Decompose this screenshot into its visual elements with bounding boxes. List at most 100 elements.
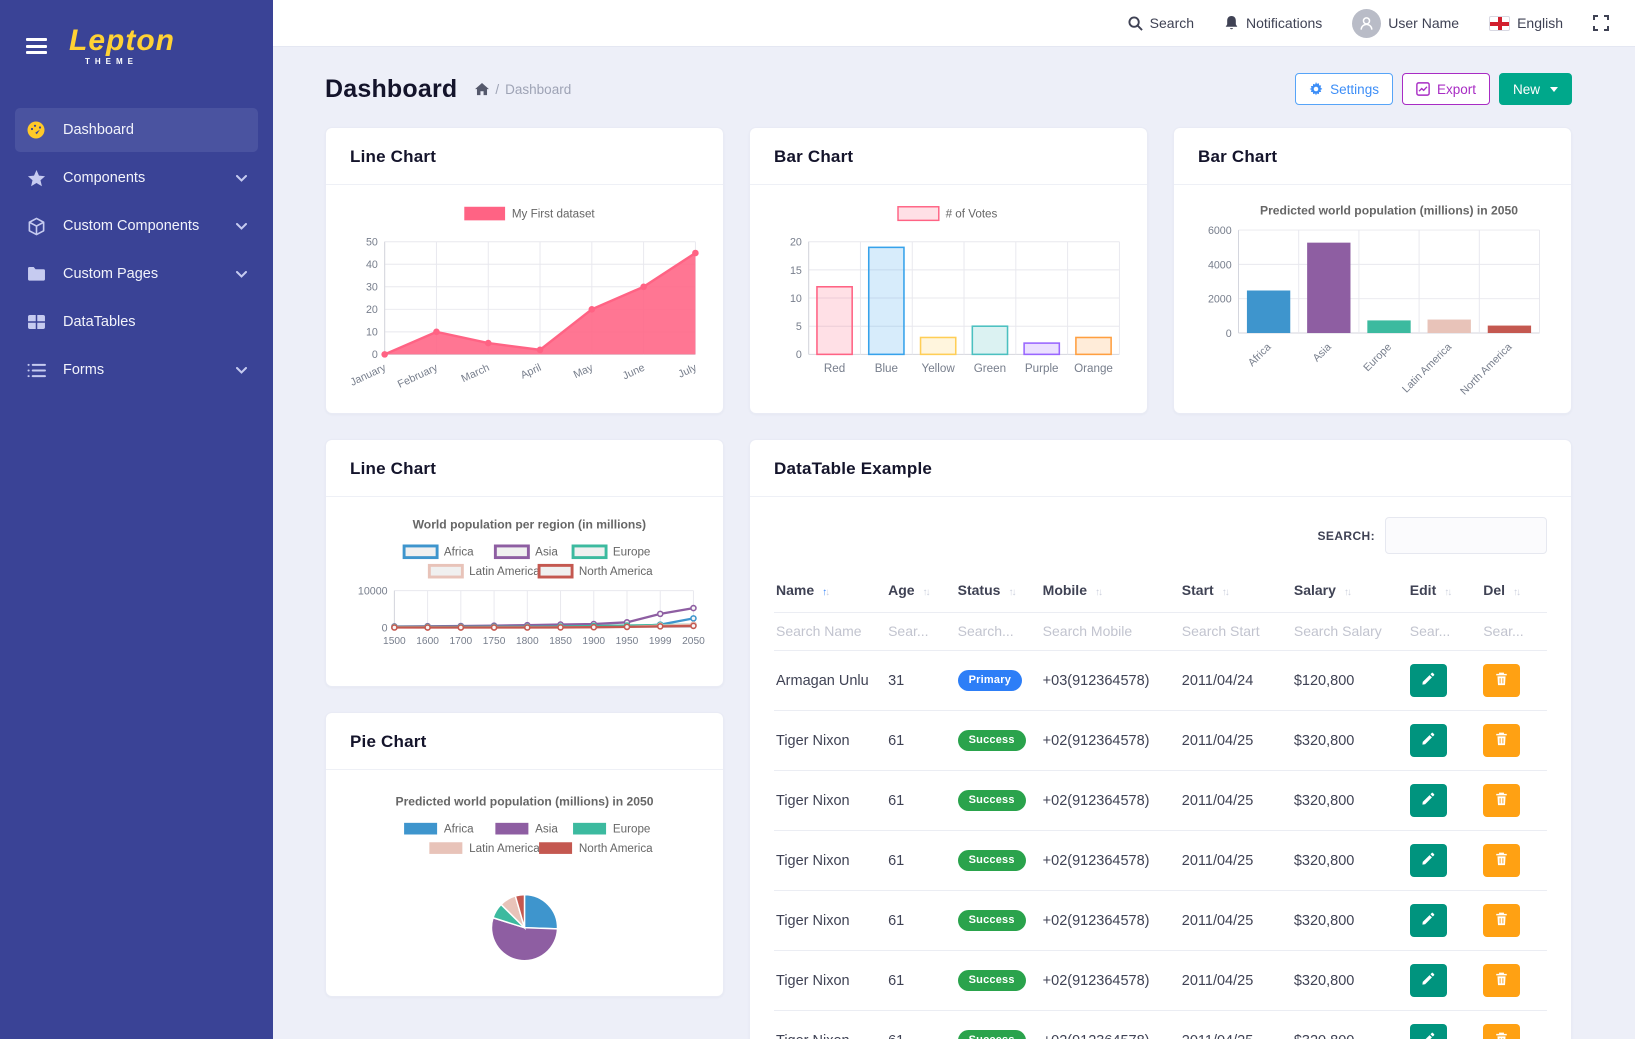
sort-icon: ↑↓	[1095, 587, 1103, 598]
svg-text:20: 20	[366, 304, 378, 316]
cell-salary: $320,800	[1291, 890, 1408, 951]
fullscreen-toggle[interactable]	[1593, 15, 1609, 31]
sort-icon: ↑↓	[1221, 587, 1230, 598]
line-chart-2-canvas[interactable]: World population per region (in millions…	[340, 511, 709, 678]
datatable-search-input[interactable]	[1385, 517, 1547, 554]
sidebar-item-custom-components[interactable]: Custom Components	[15, 204, 258, 248]
delete-button[interactable]	[1483, 1024, 1521, 1039]
topbar-search[interactable]: Search	[1128, 15, 1194, 31]
export-button[interactable]: Export	[1401, 73, 1490, 105]
column-header-salary[interactable]: Salary ↑↓	[1291, 570, 1408, 613]
column-header-del[interactable]: Del ↑↓	[1481, 570, 1547, 613]
settings-button[interactable]: Settings	[1295, 73, 1393, 105]
sidebar-item-components[interactable]: Components	[15, 156, 258, 200]
cell-salary: $320,800	[1291, 1010, 1408, 1039]
edit-button[interactable]	[1409, 1024, 1447, 1039]
line-chart-canvas[interactable]: My First dataset 0 10 20 30 40 50 January Februa…	[340, 199, 709, 411]
new-button[interactable]: New	[1498, 73, 1572, 105]
svg-text:May: May	[572, 361, 596, 381]
sidebar-item-dashboard[interactable]: Dashboard	[15, 108, 258, 152]
bar-chart-2-canvas[interactable]: Predicted world population (millions) in…	[1188, 199, 1557, 411]
topbar-notifications-label: Notifications	[1246, 15, 1323, 31]
edit-button[interactable]	[1409, 964, 1447, 997]
svg-text:2000: 2000	[1208, 294, 1232, 306]
topbar-language[interactable]: English	[1489, 15, 1563, 31]
status-badge: Success	[957, 730, 1026, 751]
svg-text:Latin America: Latin America	[1400, 341, 1454, 395]
svg-text:20: 20	[790, 237, 802, 249]
avatar	[1352, 8, 1382, 38]
bar-chart-canvas[interactable]: # of Votes 0 5 10 15 20 Red Blue Yellow Green Purp…	[764, 199, 1133, 411]
svg-text:2050: 2050	[682, 636, 705, 647]
filter-input-start[interactable]	[1181, 623, 1286, 639]
cell-mobile: +02(912364578)	[1040, 710, 1180, 771]
breadcrumb-separator: /	[495, 81, 500, 97]
chart-legend[interactable]: My First dataset	[464, 206, 595, 221]
svg-text:Asia: Asia	[535, 546, 558, 559]
sidebar-item-datatables[interactable]: DataTables	[15, 300, 258, 344]
pie-chart-card: Pie Chart Predicted world population (mi…	[325, 712, 724, 997]
column-header-name[interactable]: Name ↑↓	[774, 570, 887, 613]
filter-input-del[interactable]	[1483, 623, 1541, 639]
cell-start: 2011/04/24	[1179, 650, 1292, 711]
filter-input-salary[interactable]	[1293, 623, 1402, 639]
filter-input-name[interactable]	[776, 623, 881, 639]
svg-text:Green: Green	[974, 362, 1006, 375]
cell-salary: $320,800	[1291, 830, 1408, 891]
hamburger-menu-icon[interactable]	[26, 38, 47, 54]
sidebar-item-forms[interactable]: Forms	[15, 348, 258, 392]
topbar-notifications[interactable]: Notifications	[1224, 15, 1322, 31]
delete-button[interactable]	[1483, 784, 1521, 817]
edit-button[interactable]	[1409, 904, 1447, 937]
svg-text:10: 10	[366, 327, 378, 339]
column-header-start[interactable]: Start ↑↓	[1179, 570, 1292, 613]
filter-input-age[interactable]	[888, 623, 950, 639]
column-header-age[interactable]: Age ↑↓	[886, 570, 956, 613]
sidebar-item-label: Dashboard	[63, 122, 134, 138]
pie-slice-north-america	[514, 893, 526, 928]
chart-legend[interactable]: Africa Asia Europe Latin America North Ameri…	[404, 823, 653, 855]
svg-text:Europe: Europe	[1361, 341, 1394, 374]
edit-button[interactable]	[1409, 724, 1447, 757]
trash-icon	[1495, 1032, 1508, 1039]
svg-text:1999: 1999	[649, 636, 672, 647]
svg-text:0: 0	[382, 622, 388, 634]
filter-input-edit[interactable]	[1409, 623, 1476, 639]
home-icon[interactable]	[475, 82, 490, 96]
cell-status: Success	[955, 770, 1041, 831]
edit-button[interactable]	[1409, 844, 1447, 877]
edit-button[interactable]	[1409, 784, 1447, 817]
cell-name: Armagan Unlu	[774, 650, 887, 711]
column-header-mobile[interactable]: Mobile ↑↓	[1040, 570, 1180, 613]
delete-button[interactable]	[1483, 724, 1521, 757]
sidebar-item-custom-pages[interactable]: Custom Pages	[15, 252, 258, 296]
chart-export-icon	[1416, 82, 1430, 96]
svg-text:June: June	[621, 362, 647, 383]
pencil-icon	[1421, 732, 1435, 749]
column-header-edit[interactable]: Edit ↑↓	[1407, 570, 1482, 613]
pencil-icon	[1421, 672, 1435, 689]
delete-button[interactable]	[1483, 964, 1521, 997]
cell-start: 2011/04/25	[1179, 890, 1292, 951]
fullscreen-icon	[1593, 15, 1609, 31]
pie-chart-canvas[interactable]: Predicted world population (millions) in…	[340, 784, 709, 986]
chart-legend[interactable]: Africa Asia Europe Latin America North Ameri…	[402, 544, 653, 579]
delete-button[interactable]	[1483, 664, 1521, 697]
topbar-user[interactable]: User Name	[1352, 8, 1459, 38]
svg-text:February: February	[396, 361, 440, 390]
filter-input-mobile[interactable]	[1042, 623, 1174, 639]
filter-input-status[interactable]	[957, 623, 1035, 639]
app-logo[interactable]: Lepton THEME	[69, 26, 175, 66]
delete-button[interactable]	[1483, 844, 1521, 877]
edit-button[interactable]	[1409, 664, 1447, 697]
sort-icon: ↑↓	[922, 587, 931, 598]
breadcrumb-current[interactable]: Dashboard	[505, 81, 572, 97]
cell-age: 61	[886, 770, 956, 831]
svg-text:Blue: Blue	[875, 362, 898, 375]
chart-legend[interactable]: # of Votes	[897, 206, 998, 222]
delete-button[interactable]	[1483, 904, 1521, 937]
column-header-status[interactable]: Status ↑↓	[955, 570, 1041, 613]
